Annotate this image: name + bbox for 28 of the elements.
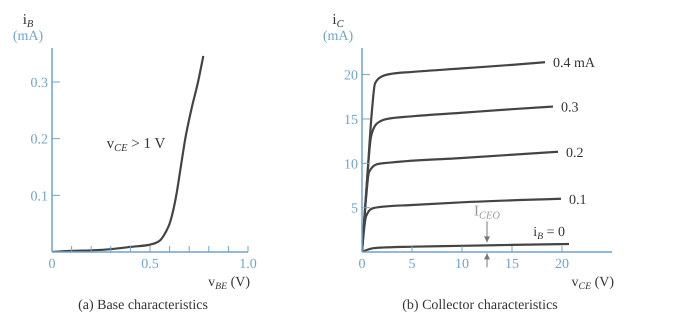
x-axis-title: v$_{CE}$ (V) — [572, 275, 614, 292]
x-tick-label: 20 — [555, 257, 569, 272]
annotation: I$_{CEO}$ — [474, 203, 500, 222]
text: (a) Base characteristics — [77, 298, 209, 314]
series-label: 0.2 — [566, 146, 584, 161]
y-tick-label: 0.2 — [30, 132, 48, 148]
y-tick-label: 5 — [351, 202, 358, 217]
series-label: 0.3 — [561, 100, 578, 116]
y-axis-title: i$_{C}$ (mA) — [322, 12, 354, 44]
y-axis-title: i$_{B}$ (mA) — [12, 12, 44, 44]
x-tick-label: 5 — [408, 257, 416, 272]
x-tick-label: 15 — [505, 257, 519, 272]
x-tick-label: 0 — [358, 257, 366, 272]
x-axis-title: v$_{BE}$ (V) — [208, 275, 250, 292]
y-tick-label: 10 — [344, 157, 358, 172]
series-label: i$_{B}$ = 0 — [533, 225, 565, 242]
y-tick-label: 0.3 — [30, 76, 48, 91]
x-tick-label: 0.5 — [141, 257, 159, 272]
x-tick-label: 10 — [455, 257, 469, 272]
series-label: 0.1 — [569, 192, 586, 208]
series-label: 0.4 mA — [553, 56, 596, 72]
y-tick-label: 20 — [344, 68, 358, 84]
text: (b) Collector characteristics — [401, 298, 559, 314]
y-tick-label: 0.1 — [30, 189, 48, 204]
y-tick-label: 15 — [344, 112, 358, 128]
x-tick-label: 0 — [48, 257, 56, 272]
annotation: v$_{CE}$ > 1 V — [106, 136, 166, 154]
x-tick-label: 1.0 — [239, 257, 257, 272]
